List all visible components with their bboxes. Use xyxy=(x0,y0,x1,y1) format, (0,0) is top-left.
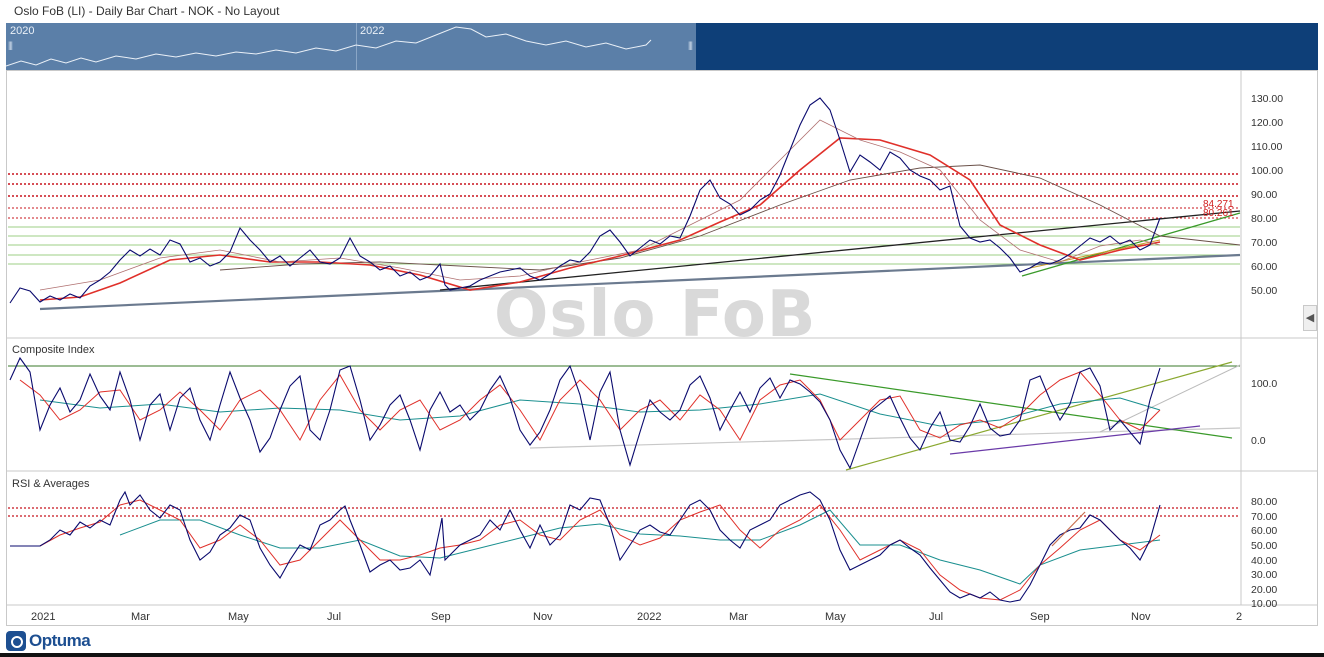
composite-trendline-purple[interactable] xyxy=(949,425,1201,455)
rsi-y-label: 10.00 xyxy=(1251,598,1278,610)
overview-year-label: 2022 xyxy=(360,25,385,37)
rsi-trendline[interactable] xyxy=(1051,511,1086,547)
level-value-label: 80.261 xyxy=(1203,208,1234,219)
optuma-logo-text: Optuma xyxy=(29,631,91,650)
price-y-label: 80.00 xyxy=(1251,213,1278,225)
rsi-y-label: 50.00 xyxy=(1251,540,1278,552)
composite-index-series xyxy=(9,356,1161,470)
composite-y-label: 0.0 xyxy=(1251,435,1266,447)
composite-index-title: Composite Index xyxy=(12,344,95,356)
rsi-y-label: 80.00 xyxy=(1251,496,1278,508)
composite-trendline-grey[interactable] xyxy=(529,427,1241,449)
price-series xyxy=(9,97,1161,304)
moving-average-slow xyxy=(219,164,1241,271)
x-axis-label: Mar xyxy=(729,611,748,623)
trendline-green[interactable] xyxy=(1021,212,1241,277)
rsi-averages-title: RSI & Averages xyxy=(12,478,90,490)
chart-window-title: Oslo FoB (LI) - Daily Bar Chart - NOK - … xyxy=(14,4,280,18)
x-axis-label: May xyxy=(825,611,846,623)
chart-area[interactable] xyxy=(6,70,1318,626)
overview-year-label: 2020 xyxy=(10,25,35,37)
optuma-logo: Optuma xyxy=(6,630,91,652)
overview-left-handle[interactable]: ||| xyxy=(8,40,13,50)
price-y-label: 90.00 xyxy=(1251,189,1278,201)
price-y-label: 120.00 xyxy=(1251,117,1284,129)
composite-trendline-up[interactable] xyxy=(845,361,1233,471)
rsi-average-teal xyxy=(119,509,1161,585)
price-y-label: 130.00 xyxy=(1251,93,1284,105)
composite-average-teal xyxy=(39,393,1161,427)
moving-average-mid xyxy=(39,119,1161,291)
rsi-y-label: 70.00 xyxy=(1251,511,1278,523)
price-y-label: 60.00 xyxy=(1251,261,1278,273)
price-y-label: 110.00 xyxy=(1251,141,1283,153)
level-value-label: 84.271 xyxy=(1203,199,1234,210)
rsi-series xyxy=(10,490,1161,603)
overview-navigator[interactable]: 2020 2022 ||| ||| xyxy=(6,23,1318,70)
x-axis-label: Sep xyxy=(431,611,451,623)
rsi-average-red xyxy=(39,499,1161,601)
composite-trendline-light[interactable] xyxy=(1099,364,1241,433)
chart-watermark: Oslo FoB xyxy=(494,278,817,352)
x-axis-label: 2021 xyxy=(31,611,56,623)
x-axis-label: Jul xyxy=(929,611,944,623)
overview-divider xyxy=(356,23,357,70)
composite-y-label: 100.0 xyxy=(1251,378,1278,390)
price-y-label: 70.00 xyxy=(1251,237,1278,249)
overview-right-handle[interactable]: ||| xyxy=(688,40,693,50)
x-axis-label: Nov xyxy=(1131,611,1151,623)
bottom-border xyxy=(0,653,1324,657)
composite-trendline-down[interactable] xyxy=(789,373,1233,439)
rsi-y-label: 60.00 xyxy=(1251,525,1278,537)
x-axis-label: 2022 xyxy=(637,611,662,623)
collapse-panel-button[interactable]: ◀ xyxy=(1303,305,1317,331)
x-axis-label: 2 xyxy=(1236,611,1243,623)
rsi-y-label: 30.00 xyxy=(1251,569,1278,581)
price-y-label: 50.00 xyxy=(1251,285,1278,297)
moving-average-red xyxy=(39,137,1161,301)
x-axis-label: Nov xyxy=(533,611,553,623)
x-axis-label: May xyxy=(228,611,249,623)
x-axis-label: Mar xyxy=(131,611,150,623)
trendline-black[interactable] xyxy=(439,210,1241,291)
rsi-y-label: 20.00 xyxy=(1251,584,1278,596)
x-axis-label: Jul xyxy=(327,611,342,623)
rsi-y-label: 40.00 xyxy=(1251,555,1278,567)
price-y-label: 100.00 xyxy=(1251,165,1284,177)
composite-average-red xyxy=(19,371,1161,441)
x-axis-label: Sep xyxy=(1030,611,1050,623)
optuma-logo-icon xyxy=(6,631,26,651)
trendline-support[interactable] xyxy=(39,253,1241,311)
overview-sparkline xyxy=(6,26,652,67)
